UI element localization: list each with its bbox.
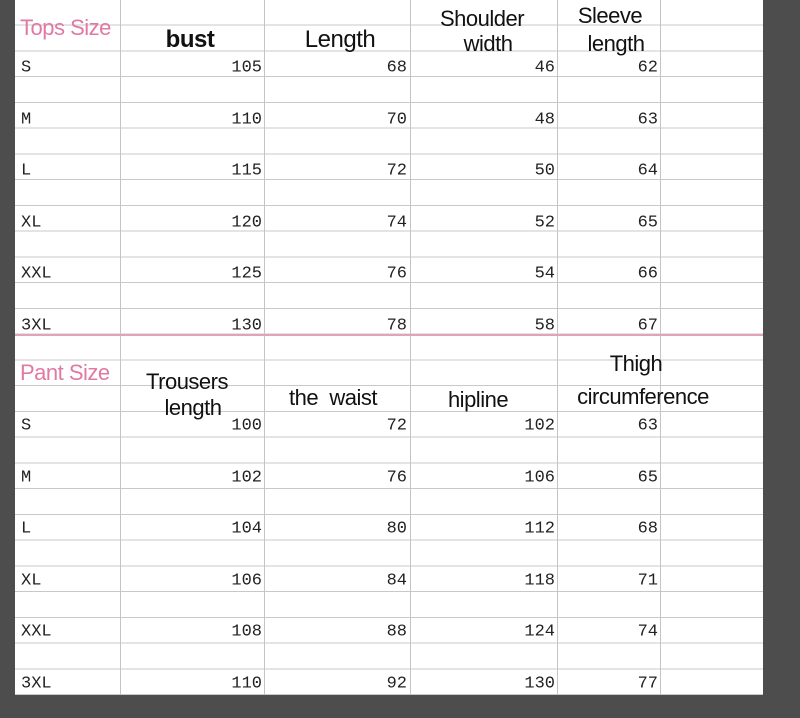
pant-size-label: Pant Size [20, 360, 110, 385]
shoulder-value: 48 [534, 110, 555, 129]
waist-value: 72 [386, 416, 407, 436]
trousers-value: 102 [231, 468, 262, 487]
grid-line [410, 0, 411, 695]
length-value: 78 [386, 316, 407, 335]
size-label: S [21, 416, 32, 436]
grid-line [660, 0, 661, 695]
size-chart-sheet [15, 0, 763, 695]
hipline-value: 112 [524, 519, 555, 539]
waist-value: 84 [386, 571, 407, 590]
size-label: 3XL [21, 674, 52, 693]
thigh-value: 74 [637, 622, 658, 642]
hipline-value: 124 [524, 622, 555, 642]
thigh-value: 71 [637, 571, 658, 590]
sleeve-value: 64 [637, 161, 658, 181]
size-label: M [21, 110, 32, 129]
bust-value: 130 [231, 316, 262, 335]
header-trousers-line1: Trousers [146, 369, 228, 394]
waist-value: 92 [386, 674, 407, 693]
header-sleeve-line1: Sleeve [577, 3, 643, 28]
header-thigh-line2: circumference [577, 384, 709, 409]
bust-value: 105 [231, 58, 262, 78]
size-label: S [21, 58, 32, 78]
bust-value: 125 [231, 264, 262, 284]
header-bust: bust [165, 26, 215, 53]
waist-value: 80 [386, 519, 407, 539]
header-hipline: hipline [447, 387, 509, 412]
length-value: 70 [386, 110, 407, 129]
size-label: XXL [21, 622, 52, 642]
trousers-value: 104 [231, 519, 262, 539]
sleeve-value: 66 [637, 264, 658, 284]
header-length: Length [304, 26, 376, 53]
trousers-value: 100 [231, 416, 262, 436]
thigh-value: 68 [637, 519, 658, 539]
header-sleeve-line2: length [587, 31, 645, 56]
grid-line [264, 0, 265, 695]
waist-value: 88 [386, 622, 407, 642]
thigh-value: 65 [637, 468, 658, 487]
header-shoulder-line2: width [463, 31, 513, 56]
tops-size-label: Tops Size [20, 15, 111, 40]
length-value: 74 [386, 213, 407, 232]
section-divider [15, 334, 763, 336]
size-label: M [21, 468, 32, 487]
trousers-value: 106 [231, 571, 262, 590]
length-value: 68 [386, 58, 407, 78]
hipline-value: 130 [524, 674, 555, 693]
waist-value: 76 [386, 468, 407, 487]
thigh-value: 77 [637, 674, 658, 693]
bust-value: 120 [231, 213, 262, 232]
shoulder-value: 52 [534, 213, 555, 232]
sleeve-value: 67 [637, 316, 658, 335]
size-label: XL [21, 571, 42, 590]
header-thigh-line1: Thigh [609, 351, 663, 376]
bust-value: 115 [231, 161, 262, 181]
size-label: L [21, 519, 32, 539]
header-waist: the waist [289, 385, 377, 410]
shoulder-value: 54 [534, 264, 555, 284]
hipline-value: 102 [524, 416, 555, 436]
thigh-value: 63 [637, 416, 658, 436]
sleeve-value: 65 [637, 213, 658, 232]
size-label: L [21, 161, 32, 181]
size-label: XL [21, 213, 42, 232]
sleeve-value: 63 [637, 110, 658, 129]
bust-value: 110 [231, 110, 262, 129]
grid-line [120, 0, 121, 695]
size-label: XXL [21, 264, 52, 284]
sleeve-value: 62 [637, 58, 658, 78]
size-label: 3XL [21, 316, 52, 335]
length-value: 72 [386, 161, 407, 181]
shoulder-value: 46 [534, 58, 555, 78]
shoulder-value: 50 [534, 161, 555, 181]
trousers-value: 110 [231, 674, 262, 693]
hipline-value: 118 [524, 571, 555, 590]
header-shoulder-line1: Shoulder [439, 6, 525, 31]
hipline-value: 106 [524, 468, 555, 487]
header-trousers-line2: length [164, 395, 222, 420]
shoulder-value: 58 [534, 316, 555, 335]
length-value: 76 [386, 264, 407, 284]
trousers-value: 108 [231, 622, 262, 642]
grid-line [557, 0, 558, 695]
